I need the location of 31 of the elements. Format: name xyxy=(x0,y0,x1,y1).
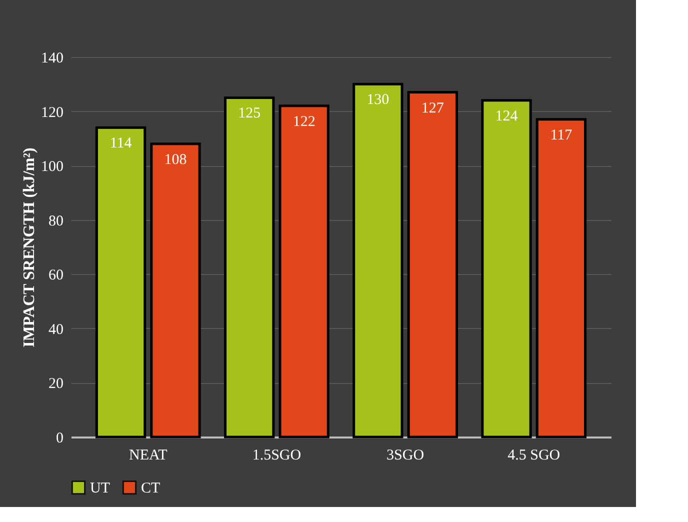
data-label: 122 xyxy=(292,114,316,130)
x-tick-label: 4.5 SGO xyxy=(508,448,560,464)
x-tick-label: 3SGO xyxy=(386,448,424,464)
data-label: 114 xyxy=(110,136,132,152)
legend-label: CT xyxy=(141,480,160,497)
y-tick-label: 80 xyxy=(48,213,64,230)
bar xyxy=(150,142,201,438)
y-tick-label: 40 xyxy=(48,322,64,338)
x-tick-label: NEAT xyxy=(128,448,168,464)
data-label: 124 xyxy=(495,108,518,124)
bar xyxy=(278,104,330,438)
y-tick-label: 140 xyxy=(41,50,64,66)
y-tick-label: 120 xyxy=(41,104,64,121)
y-tick-label: 100 xyxy=(41,159,64,176)
data-label: 108 xyxy=(164,152,187,168)
data-label: 130 xyxy=(366,92,390,108)
y-tick-label: 0 xyxy=(56,430,64,446)
bar xyxy=(481,99,532,438)
y-axis-title: IMPACT SRENGTH (kJ/m²) xyxy=(21,148,38,348)
bar xyxy=(224,96,275,438)
bar xyxy=(352,82,404,438)
y-tick-label: 60 xyxy=(48,268,64,284)
bar xyxy=(536,118,587,438)
legend-label: UT xyxy=(90,480,110,497)
data-label: 117 xyxy=(550,127,573,144)
data-label: 125 xyxy=(238,106,261,122)
bar xyxy=(407,91,458,438)
x-tick-label: 1.5SGO xyxy=(252,448,302,464)
bar xyxy=(95,126,146,438)
data-label: 127 xyxy=(421,100,444,116)
y-tick-label: 20 xyxy=(48,376,64,392)
